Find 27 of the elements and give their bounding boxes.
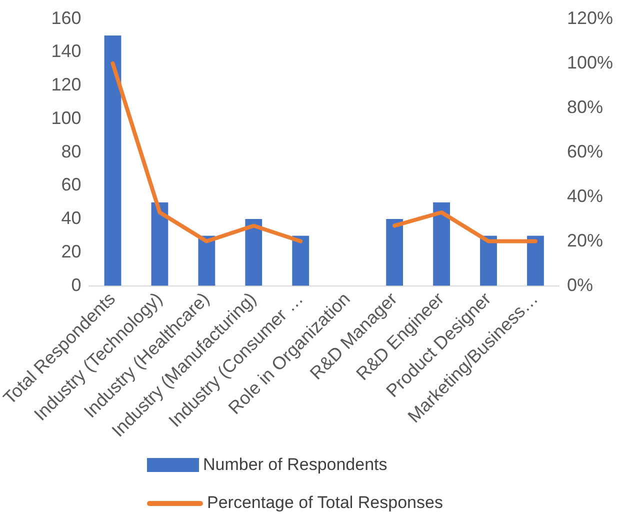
y-tick-label: 60	[61, 174, 82, 195]
y-tick-label: 140	[51, 41, 82, 62]
y2-tick-label: 20%	[566, 230, 603, 250]
y-tick-label: 20	[61, 241, 82, 262]
y2-tick-label: 120%	[566, 8, 614, 28]
y-tick-label: 160	[51, 8, 82, 28]
legend-label: Number of Respondents	[203, 455, 388, 475]
bar	[245, 219, 262, 286]
y2-tick-label: 0%	[566, 274, 593, 295]
y-tick-label: 100	[51, 108, 82, 128]
y2-tick-label: 60%	[566, 141, 603, 162]
bar	[104, 35, 122, 286]
y-tick-label: 0	[71, 274, 82, 295]
legend-label: Percentage of Total Responses	[207, 493, 443, 513]
bar	[151, 202, 168, 286]
y-tick-label: 80	[61, 141, 82, 162]
bar	[198, 236, 216, 286]
bar	[386, 219, 404, 286]
y2-tick-label: 80%	[566, 96, 603, 117]
y-tick-label: 120	[51, 74, 82, 95]
bar	[292, 236, 310, 286]
y2-tick-label: 100%	[566, 52, 614, 72]
bar	[433, 202, 450, 286]
bar	[527, 236, 544, 286]
y-tick-label: 40	[61, 208, 82, 228]
bar	[480, 236, 497, 286]
y2-tick-label: 40%	[566, 186, 603, 206]
